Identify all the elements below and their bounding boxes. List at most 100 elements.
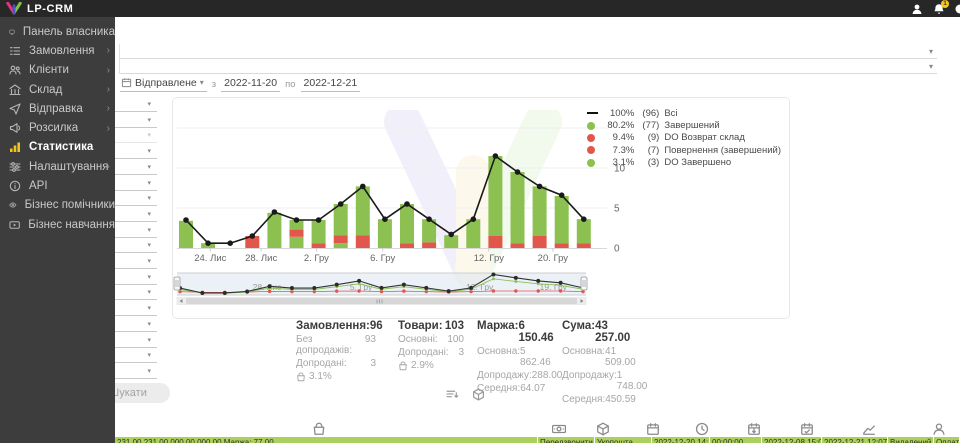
legend-item-2[interactable]: 9.4% (9) DO Возврат склад	[587, 132, 781, 144]
date-filter-row: Відправлене ▾ з 2022-11-20 по 2022-12-21	[120, 76, 361, 92]
stat-group-1: Товари: 103 Основні: 100 Допродані: 3 2.9%	[398, 320, 464, 371]
svg-text:24. Лис: 24. Лис	[194, 253, 226, 264]
legend-text: 9.4%	[612, 132, 635, 144]
legend-item-1[interactable]: 80.2% (77) Завершений	[587, 119, 781, 131]
side-filter-select-3[interactable]: ▾	[100, 129, 157, 144]
sidebar-item-label: Бізнес навчання	[28, 218, 115, 231]
column-calendar-edit-icon[interactable]	[800, 422, 814, 441]
side-filter-select-13[interactable]: ▾	[100, 286, 157, 301]
side-filter-select-12[interactable]: ▾	[100, 271, 157, 285]
legend-dot-swatch	[587, 146, 602, 155]
sidebar-item-4[interactable]: Відправка ›	[0, 99, 115, 118]
stat-value: 43 257.00	[595, 320, 631, 344]
column-calendar-icon[interactable]	[646, 422, 660, 441]
legend-item-3[interactable]: 7.3% (7) Повернення (завершений)	[587, 144, 781, 156]
legend-text: 7.3%	[612, 144, 635, 156]
stat-sub-label: Допродані:	[398, 347, 449, 358]
side-filter-select-9[interactable]: ▾	[100, 224, 157, 238]
brand[interactable]: LP-CRM	[6, 2, 73, 15]
legend-text: DO Завершено	[664, 157, 732, 169]
legend-text: (7)	[647, 144, 660, 156]
side-filter-select-18[interactable]: ▾	[100, 365, 157, 379]
upsell-pct-row: 3.1%	[296, 371, 376, 382]
edge-icon[interactable]	[954, 2, 960, 20]
package-button[interactable]	[472, 388, 485, 406]
navigator-handle-left[interactable]	[173, 276, 181, 291]
legend-text: Завершений	[664, 120, 720, 132]
side-filter-select-11[interactable]: ▾	[100, 255, 157, 269]
sidebar-item-10[interactable]: Бізнес навчання	[0, 215, 115, 234]
date-type-select[interactable]: Відправлене ▾	[120, 77, 207, 92]
date-to-input[interactable]: 2022-12-21	[300, 77, 361, 92]
lpcrm-logo-icon	[6, 2, 22, 15]
chevron-down-icon: ▾	[147, 195, 151, 203]
legend-text: Повернення (завершений)	[664, 144, 781, 156]
sidebar-item-0[interactable]: Панель власника	[0, 22, 115, 41]
bell-icon[interactable]: 1	[933, 0, 949, 20]
warehouse-icon	[9, 83, 21, 95]
chevron-down-icon: ▾	[147, 226, 151, 234]
chart-canvas[interactable]: 0 5 10 24. Лис 28. Лис 2. Гру 6. Гру 12. Гру 20.…	[173, 98, 789, 318]
side-filter-select-15[interactable]: ▾	[100, 318, 157, 332]
column-area-chart-icon[interactable]	[862, 422, 876, 441]
chevron-down-icon: ▾	[147, 352, 151, 360]
stat-pct-value: 3.1%	[309, 371, 332, 382]
chevron-down-icon: ▾	[147, 289, 151, 297]
table-row[interactable]: 231.00 231.00 000.00 000.00 Маржа: 77.00…	[115, 437, 960, 443]
column-support-icon[interactable]	[932, 422, 946, 441]
side-filter-select-14[interactable]: ▾	[100, 302, 157, 317]
svg-text:2. Гру: 2. Гру	[304, 253, 329, 264]
chevron-down-icon: ▾	[147, 163, 151, 171]
scrollbar-left-arrow[interactable]	[179, 299, 183, 303]
scrollbar-right-arrow[interactable]	[580, 299, 584, 303]
filter-select-2[interactable]: ▾	[120, 59, 937, 74]
side-filter-select-2[interactable]: ▾	[100, 114, 157, 128]
sidebar-item-1[interactable]: Замовлення ›	[0, 41, 115, 60]
legend-item-0[interactable]: 100% (96) Всі	[587, 107, 781, 119]
svg-text:20. Гру: 20. Гру	[538, 253, 569, 264]
legend-item-4[interactable]: 3.1% (3) DO Завершено	[587, 157, 781, 169]
side-filter-select-1[interactable]: ▾	[100, 98, 157, 112]
sidebar-item-8[interactable]: API	[0, 176, 115, 195]
stat-title: Сума:	[562, 320, 596, 332]
sidebar-item-9[interactable]: Бізнес помічники	[0, 196, 115, 215]
filter-select-1[interactable]: ▾	[120, 44, 937, 59]
stat-sub-value: 5 862.46	[520, 346, 551, 368]
side-filter-select-7[interactable]: ▾	[100, 192, 157, 207]
column-clock-icon[interactable]	[695, 422, 709, 441]
stat-sub-value: 3	[458, 347, 464, 358]
side-filter-select-10[interactable]: ▾	[100, 239, 157, 254]
date-from-input[interactable]: 2022-11-20	[221, 77, 281, 92]
sidebar-item-6[interactable]: Статистика	[0, 138, 115, 157]
legend-text: (77)	[642, 120, 660, 132]
scrollbar-thumb[interactable]	[186, 298, 577, 304]
legend-text: (9)	[647, 132, 660, 144]
side-filter-select-16[interactable]: ▾	[100, 334, 157, 348]
table-cell-0: 231.00 231.00 000.00 000.00 Маржа: 77.00	[115, 437, 538, 443]
stat-group-0: Замовлення: 96 Без допродажів: 93 Допродані:…	[296, 320, 383, 382]
stat-group-3: Сума: 43 257.00 Основна: 41 509.00 Допродажу…	[562, 320, 647, 405]
column-calendar-import-icon[interactable]	[747, 422, 761, 441]
shipping-icon	[9, 103, 21, 115]
stat-title: Маржа:	[477, 320, 519, 332]
side-filter-select-5[interactable]: ▾	[100, 161, 157, 175]
side-filter-select-8[interactable]: ▾	[100, 208, 157, 222]
side-filter-select-6[interactable]: ▾	[100, 177, 157, 191]
side-filter-select-17[interactable]: ▾	[100, 349, 157, 364]
sidebar-item-label: Бізнес помічники	[24, 199, 115, 212]
column-package-icon[interactable]	[596, 422, 610, 441]
sidebar-item-2[interactable]: Клієнти ›	[0, 61, 115, 80]
side-filter-select-4[interactable]: ▾	[100, 145, 157, 160]
brand-name: LP-CRM	[27, 2, 74, 15]
chevron-right-icon: ›	[106, 84, 110, 96]
sidebar-item-5[interactable]: Розсилка ›	[0, 118, 115, 137]
user-icon[interactable]	[911, 2, 923, 20]
sidebar-item-3[interactable]: Склад ›	[0, 80, 115, 99]
column-banknote-icon[interactable]	[551, 422, 567, 441]
stat-sub-label: Допродажу:	[477, 370, 532, 381]
sorted-list-button[interactable]	[446, 388, 459, 406]
sidebar-item-7[interactable]: Налаштування ›	[0, 157, 115, 176]
column-bag-icon[interactable]	[312, 422, 326, 441]
chevron-down-icon: ▾	[147, 273, 151, 281]
navigator-handle-right[interactable]	[580, 276, 588, 291]
